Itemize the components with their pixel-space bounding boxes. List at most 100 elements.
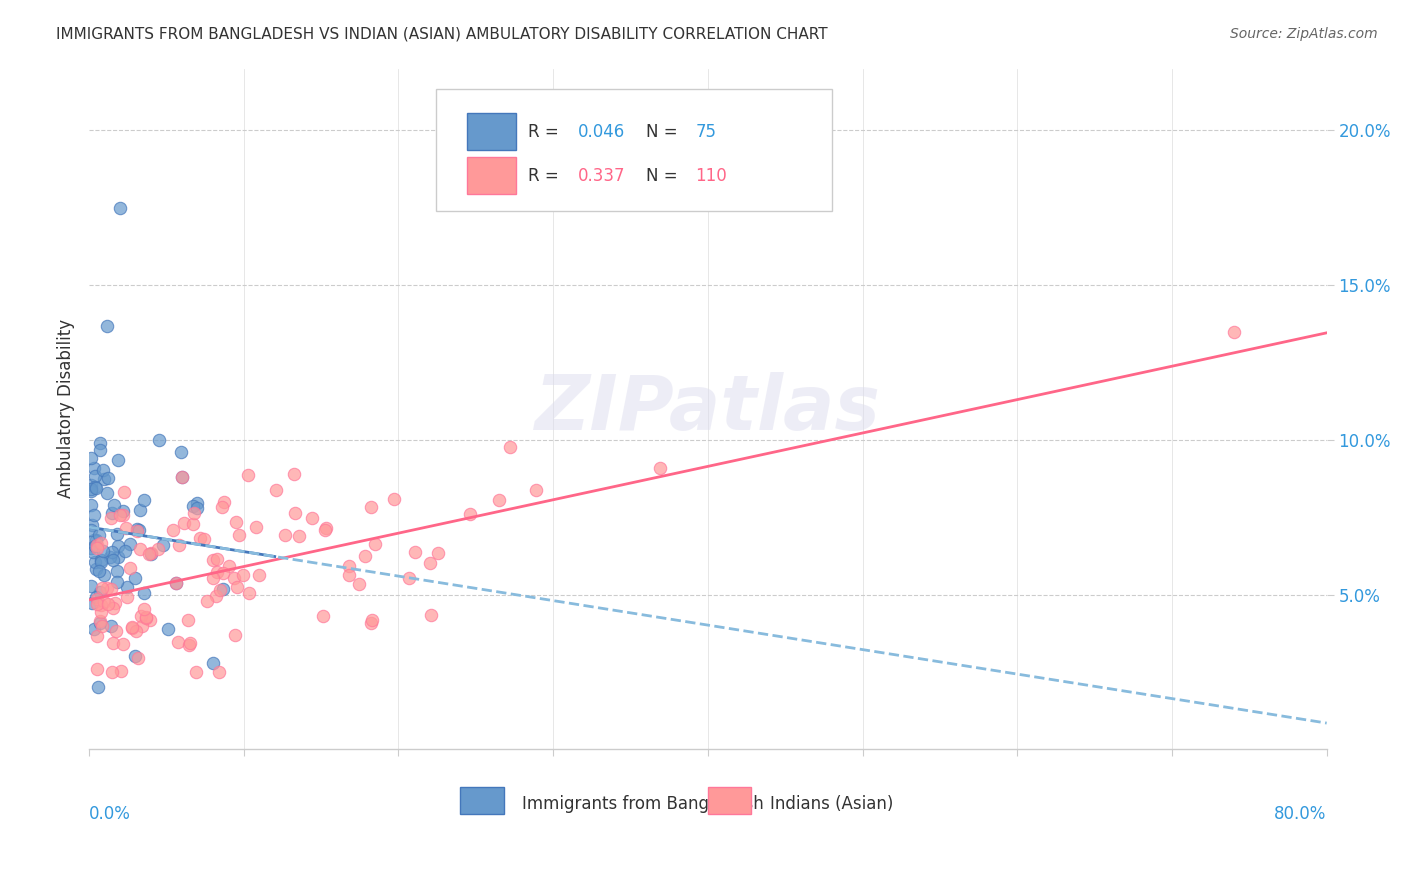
Point [205,589,228,603]
Point [247,568,270,582]
Point [98,549,121,564]
Point [134,586,156,600]
Point [112,484,135,499]
Point [79,483,101,498]
Point [83,533,105,547]
Point [169,538,191,552]
Point [167,635,190,649]
Point [208,583,231,598]
FancyBboxPatch shape [460,787,503,814]
Point [115,521,138,535]
Point [141,547,163,561]
Point [97,471,120,485]
Point [90,535,112,549]
Point [129,609,152,624]
Point [195,594,218,608]
Point [207,552,229,566]
Text: Indians (Asian): Indians (Asian) [769,795,893,813]
Point [86,591,108,606]
Point [90,552,112,566]
Point [121,621,143,635]
Point [115,580,138,594]
Point [93,568,115,582]
Point [314,523,336,537]
Point [89,564,111,578]
Point [162,524,184,538]
Point [129,503,152,517]
Point [82,545,104,559]
Point [172,470,194,484]
Point [225,515,247,529]
Point [138,548,160,562]
Point [363,537,385,551]
Point [183,500,205,514]
Point [499,440,522,454]
Point [104,596,127,610]
Point [91,581,114,595]
Point [152,537,174,551]
Point [91,544,114,558]
Point [125,522,148,536]
Point [107,539,129,553]
Point [236,468,259,483]
Point [524,483,547,497]
Text: 75: 75 [696,123,717,141]
Point [84,591,107,605]
Point [90,605,112,619]
Point [208,665,231,679]
Point [111,504,134,518]
Text: R =: R = [529,123,564,141]
Point [274,527,297,541]
Point [118,560,141,574]
Point [225,580,247,594]
Point [232,568,254,582]
Point [648,461,671,475]
Point [211,566,233,580]
Point [93,472,115,486]
Point [105,565,128,579]
Point [156,623,179,637]
Point [170,445,193,459]
Point [172,470,194,484]
Point [96,581,118,595]
Point [218,559,240,574]
Point [201,571,224,585]
Point [90,619,112,633]
Point [165,576,187,591]
Point [107,550,129,565]
Text: ZIPatlas: ZIPatlas [534,372,882,446]
Text: IMMIGRANTS FROM BANGLADESH VS INDIAN (ASIAN) AMBULATORY DISABILITY CORRELATION C: IMMIGRANTS FROM BANGLADESH VS INDIAN (AS… [56,27,828,42]
Point [89,616,111,631]
Point [138,613,160,627]
Point [1223,325,1246,339]
Point [312,609,335,624]
Point [90,598,112,612]
Point [96,485,118,500]
Point [419,557,441,571]
Point [202,553,225,567]
Point [458,507,481,521]
Point [101,544,124,558]
Point [148,541,170,556]
Point [186,501,208,516]
Point [100,619,122,633]
Point [186,496,208,510]
Point [80,482,103,496]
Point [111,637,134,651]
Point [353,549,375,564]
Text: Immigrants from Bangladesh: Immigrants from Bangladesh [522,795,763,813]
Point [193,532,215,546]
Text: 0.337: 0.337 [578,167,626,185]
Point [288,529,311,543]
Point [181,516,204,531]
Point [82,518,104,533]
Text: N =: N = [645,123,683,141]
Point [86,597,108,611]
Point [80,541,103,555]
Text: 80.0%: 80.0% [1274,805,1327,823]
Point [135,610,157,624]
Point [337,558,360,573]
Point [266,483,288,497]
Point [283,467,305,481]
Point [128,523,150,537]
